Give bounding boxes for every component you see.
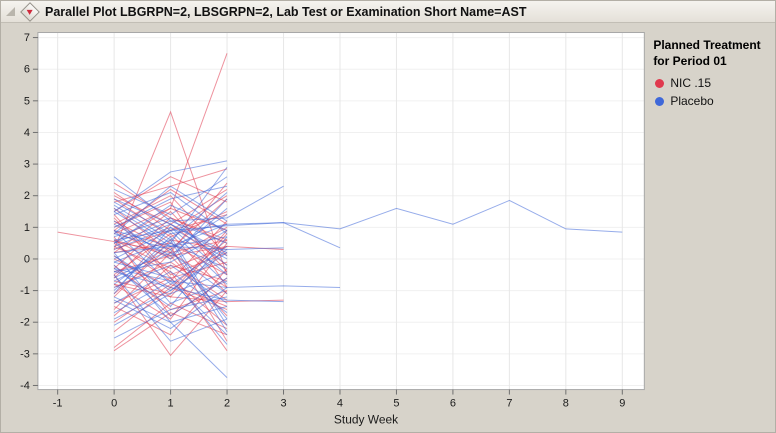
legend-marker-icon (655, 78, 665, 88)
data-line[interactable] (113, 214, 228, 250)
legend-items: NIC .15 Placebo (653, 76, 773, 108)
legend-item[interactable]: Placebo (655, 94, 773, 108)
data-line[interactable] (113, 198, 228, 257)
data-line[interactable] (113, 274, 228, 342)
y-tick-label: -3 (20, 348, 30, 360)
legend-item-label: Placebo (670, 94, 714, 108)
x-tick-label: 5 (393, 398, 399, 410)
x-axis-label: Study Week (334, 412, 398, 426)
data-line[interactable] (113, 204, 228, 244)
data-line[interactable] (113, 226, 228, 295)
y-tick-label: 5 (24, 95, 30, 107)
data-line[interactable] (114, 245, 284, 254)
legend-item[interactable]: NIC .15 (655, 76, 773, 90)
data-line[interactable] (113, 270, 228, 314)
legend-title-line2: for Period 01 (653, 54, 727, 68)
red-triangle-menu-icon[interactable] (20, 1, 40, 22)
data-line[interactable] (113, 176, 228, 216)
data-line[interactable] (113, 166, 228, 244)
data-line[interactable] (113, 252, 228, 323)
legend-title: Planned Treatment for Period 01 (653, 37, 773, 69)
data-line[interactable] (113, 280, 228, 336)
legend-item-label: NIC .15 (670, 76, 711, 90)
data-line[interactable] (113, 176, 228, 212)
data-line[interactable] (113, 312, 228, 352)
plot-border (37, 32, 645, 391)
y-tick-label: 1 (24, 222, 30, 234)
outline-collapse-icon[interactable] (6, 7, 15, 16)
x-tick-label: 6 (450, 398, 456, 410)
y-tick-label: -1 (20, 285, 30, 297)
legend-marker-icon (655, 96, 665, 106)
x-tick-label: 8 (563, 398, 569, 410)
data-line[interactable] (113, 176, 228, 244)
data-line[interactable] (114, 230, 228, 273)
y-tick-label: 7 (24, 32, 30, 44)
x-tick-label: 2 (224, 398, 230, 410)
plot-area[interactable] (37, 32, 645, 390)
y-tick-label: 2 (24, 190, 30, 202)
data-line[interactable] (113, 242, 228, 320)
x-tick-label: 0 (111, 398, 117, 410)
data-line[interactable] (113, 233, 228, 298)
y-tick-label: 6 (24, 64, 30, 76)
x-tick-label: -1 (53, 398, 63, 410)
y-tick-label: -2 (20, 317, 30, 329)
report-title: Parallel Plot LBGRPN=2, LBSGRPN=2, Lab T… (45, 4, 527, 19)
report-body: -1 0 1 2 3 4 5 6 7 8 9 -4 -3 -2 -1 0 1 2 3 4 5 6 7 Study Week P… (1, 23, 775, 432)
parallel-plot-svg[interactable]: -1 0 1 2 3 4 5 6 7 8 9 -4 -3 -2 -1 0 1 2 3 4 5 6 7 Study Week (1, 23, 649, 432)
legend-title-line1: Planned Treatment (653, 38, 761, 52)
data-line[interactable] (113, 185, 228, 228)
x-tick-label: 7 (506, 398, 512, 410)
x-tick-label: 3 (280, 398, 286, 410)
data-line[interactable] (113, 201, 228, 235)
data-line[interactable] (113, 239, 228, 304)
data-line[interactable] (113, 229, 228, 285)
plot-lines (57, 53, 623, 378)
x-tick-label: 9 (619, 398, 625, 410)
x-tick-label: 4 (337, 398, 343, 410)
data-line[interactable] (113, 207, 228, 235)
report-title-bar: Parallel Plot LBGRPN=2, LBSGRPN=2, Lab T… (1, 1, 775, 23)
y-tick-label: 4 (24, 127, 30, 139)
data-line[interactable] (114, 199, 623, 241)
red-triangle-glyph (26, 9, 33, 15)
data-line[interactable] (113, 271, 228, 326)
y-tick-label: 0 (24, 253, 30, 265)
y-tick-label: 3 (24, 159, 30, 171)
data-line[interactable] (113, 185, 284, 244)
y-tick-label: -4 (20, 380, 30, 392)
legend-panel: Planned Treatment for Period 01 NIC .15 P… (649, 23, 775, 432)
data-line[interactable] (113, 239, 228, 332)
data-line[interactable] (113, 211, 228, 247)
data-line[interactable] (113, 198, 228, 260)
data-line[interactable] (113, 271, 284, 303)
data-line[interactable] (113, 249, 228, 292)
x-tick-label: 1 (168, 398, 174, 410)
data-line[interactable] (113, 264, 228, 317)
data-line[interactable] (113, 235, 228, 326)
data-line[interactable] (113, 207, 228, 257)
